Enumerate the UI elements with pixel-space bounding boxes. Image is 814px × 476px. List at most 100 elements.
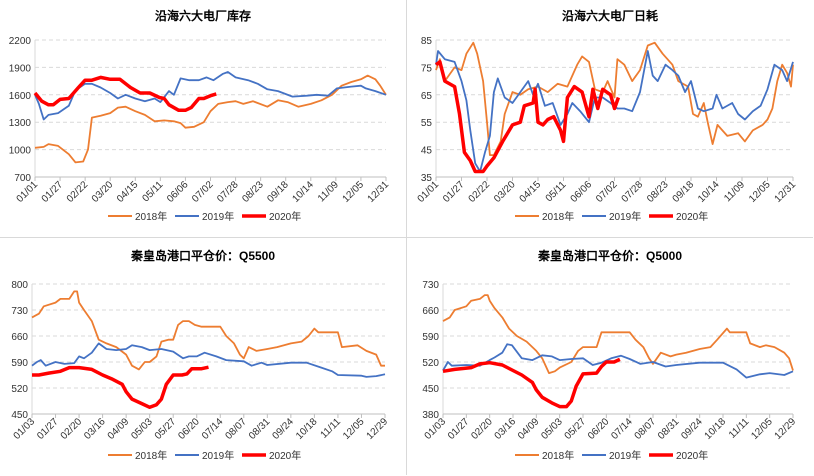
x-tick-label: 05/03: [129, 416, 155, 442]
series-line-2018: [442, 294, 794, 375]
x-tick-label: 04/15: [518, 179, 544, 205]
y-tick-label: 1900: [9, 63, 32, 74]
y-tick-label: 520: [11, 384, 28, 395]
x-tick-label: 04/15: [115, 179, 141, 205]
series-line-2019: [435, 50, 794, 173]
x-tick-label: 07/28: [620, 179, 646, 205]
x-tick-label: 06/06: [165, 179, 191, 205]
x-tick-label: 05/11: [544, 179, 569, 204]
x-tick-label: 05/11: [141, 179, 166, 204]
x-tick-label: 12/05: [341, 179, 367, 205]
series-line-2020: [434, 60, 621, 174]
x-tick-label: 11/11: [727, 416, 752, 441]
y-tick-label: 55: [421, 118, 433, 129]
legend-label: 2018年: [542, 210, 574, 223]
y-tick-label: 2200: [9, 36, 32, 47]
series-line-2018: [435, 41, 794, 157]
x-tick-label: 07/02: [190, 179, 216, 205]
legend-label: 2018年: [135, 449, 167, 462]
y-tick-label: 730: [11, 306, 28, 317]
x-tick-label: 02/20: [469, 416, 495, 442]
y-tick-label: 520: [422, 358, 439, 369]
x-tick-label: 02/20: [59, 416, 85, 442]
y-tick-label: 65: [421, 91, 433, 102]
x-tick-label: 03/20: [492, 179, 518, 205]
legend-label: 2019年: [609, 210, 641, 223]
x-tick-label: 01/27: [441, 179, 467, 205]
x-tick-label: 08/23: [240, 179, 266, 205]
x-tick-label: 03/20: [90, 179, 116, 205]
x-tick-label: 12/05: [747, 179, 773, 205]
x-tick-label: 07/28: [215, 179, 241, 205]
series-line-2020: [442, 357, 621, 409]
chart-panel-inventory: 沿海六大电厂库存 700 1000 1300 1600 1900 2200 01/01 01/2…: [0, 0, 407, 238]
legend-label: 2018年: [135, 210, 167, 223]
x-tick-label: 02/22: [467, 179, 493, 205]
chart-title: 秦皇岛港口平仓价：Q5000: [537, 248, 682, 263]
x-tick-label: 04/09: [106, 416, 132, 442]
y-tick-label: 450: [11, 410, 28, 421]
legend-label: 2020年: [676, 210, 708, 223]
y-tick-label: 380: [422, 410, 439, 421]
x-tick-label: 11/09: [316, 179, 341, 204]
x-tick-label: 08/31: [656, 416, 682, 442]
chart-panel-q5000-price: 秦皇岛港口平仓价：Q5000 380 450 520 590 660 730 01/03 01/…: [407, 238, 813, 475]
chart-panel-daily-consumption: 沿海六大电厂日耗 35 45 55 65 75 85 01/01 01/27 02/22 03/20…: [407, 0, 813, 238]
y-tick-label: 590: [11, 358, 28, 369]
y-tick-label: 660: [422, 306, 439, 317]
y-tick-label: 1600: [9, 91, 32, 102]
x-tick-label: 11/09: [722, 179, 747, 204]
x-tick-label: 06/20: [586, 416, 612, 442]
x-tick-label: 01/27: [446, 416, 472, 442]
x-tick-label: 12/05: [341, 416, 367, 442]
x-tick-label: 07/14: [200, 416, 226, 442]
chart-svg: 沿海六大电厂日耗 35 45 55 65 75 85 01/01 01/27 02/22 03/20…: [416, 8, 799, 223]
x-tick-label: 01/27: [35, 416, 61, 442]
x-tick-label: 03/16: [493, 416, 519, 442]
legend-label: 2019年: [609, 449, 641, 462]
x-tick-label: 07/02: [594, 179, 620, 205]
x-tick-label: 12/29: [365, 416, 391, 442]
chart-svg: 秦皇岛港口平仓价：Q500038045052059066073001/0301/…: [422, 248, 799, 462]
y-tick-label: 590: [422, 332, 439, 343]
x-tick-label: 09/18: [671, 179, 697, 205]
x-tick-label: 01/27: [40, 179, 66, 205]
x-tick-label: 03/16: [82, 416, 108, 442]
series-line-2019: [442, 343, 794, 379]
legend-label: 2018年: [542, 449, 574, 462]
x-tick-label: 12/31: [366, 179, 392, 205]
chart-title: 沿海六大电厂库存: [154, 8, 251, 23]
legend-label: 2019年: [202, 210, 234, 223]
x-tick-label: 11/11: [319, 416, 344, 441]
x-tick-label: 09/24: [679, 416, 705, 442]
x-tick-label: 09/24: [271, 416, 297, 442]
x-tick-label: 02/22: [65, 179, 91, 205]
y-tick-label: 1000: [9, 146, 32, 157]
y-tick-label: 660: [11, 332, 28, 343]
series-line-2020: [32, 365, 209, 410]
y-tick-label: 1300: [9, 118, 32, 129]
x-tick-label: 10/14: [290, 179, 316, 205]
y-tick-label: 450: [422, 384, 439, 395]
chart-title: 沿海六大电厂日耗: [561, 8, 658, 23]
x-tick-label: 05/27: [563, 416, 589, 442]
legend-label: 2020年: [676, 449, 708, 462]
y-tick-label: 75: [421, 63, 433, 74]
x-tick-label: 09/18: [265, 179, 291, 205]
chart-svg: 秦皇岛港口平仓价：Q550045052059066073080001/0301/…: [11, 248, 391, 462]
y-tick-label: 45: [421, 146, 433, 157]
series-line-2019: [31, 342, 386, 378]
x-tick-label: 06/20: [176, 416, 202, 442]
x-tick-label: 12/29: [773, 416, 799, 442]
series-line-2018: [34, 74, 387, 164]
x-tick-label: 04/09: [516, 416, 542, 442]
y-tick-label: 85: [421, 36, 433, 47]
x-tick-label: 08/07: [633, 416, 659, 442]
x-tick-label: 05/27: [153, 416, 179, 442]
series-line-2020: [33, 75, 217, 113]
x-tick-label: 05/03: [539, 416, 565, 442]
legend-label: 2019年: [202, 449, 234, 462]
y-tick-label: 800: [11, 280, 28, 291]
